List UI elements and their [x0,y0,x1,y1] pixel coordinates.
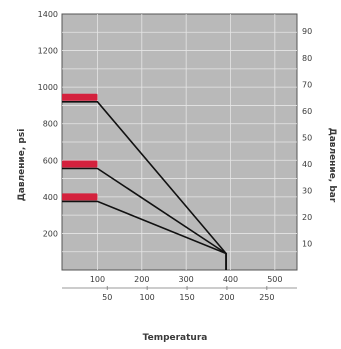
y-left-tick-label: 1000 [38,83,58,92]
x-primary-tick-label: 100 [90,275,105,284]
y-right-tick-label: 30 [302,186,312,195]
y-left-tick-label: 1400 [38,10,58,19]
y-right-tick-label: 40 [302,160,312,169]
series-group [62,93,227,270]
y-left-tick-label: 400 [43,193,58,202]
x-primary-tick-label: 300 [179,275,194,284]
x-secondary-tick-label: 150 [179,293,194,302]
x-primary-tick-label: 500 [267,275,282,284]
y-right-tick-label: 90 [302,27,312,36]
x-primary-tick-label: 400 [223,275,238,284]
x-secondary-tick-label: 50 [102,293,112,302]
x-axis-title: Temperatura [143,333,208,343]
y-right-tick-label: 50 [302,133,312,142]
x-primary-tick-label: 200 [134,275,149,284]
y-right-tick-label: 10 [302,239,312,248]
x-secondary-tick-label: 250 [259,293,274,302]
y-right-tick-label: 20 [302,213,312,222]
x-secondary-tick-label: 100 [140,293,155,302]
y-left-tick-label: 1200 [38,47,58,56]
y-right-tick-label: 80 [302,54,312,63]
y-left-axis-title: Давление, psi [17,129,27,202]
series-badge-3 [62,193,98,201]
series-badge-2 [62,160,98,168]
y-right-axis-title: Давление, bar [327,128,337,203]
series-badge-1 [62,93,98,101]
tick-labels: 200 400 600 800 1000 1200 1400 10 20 30 40 50 60 70 80… [38,10,313,302]
y-left-tick-label: 200 [43,229,58,238]
y-right-tick-label: 70 [302,80,312,89]
series-line-3 [62,200,227,270]
y-left-tick-label: 600 [43,156,58,165]
y-right-tick-label: 60 [302,107,312,116]
y-left-tick-label: 800 [43,120,58,129]
x-secondary-tick-label: 200 [219,293,234,302]
